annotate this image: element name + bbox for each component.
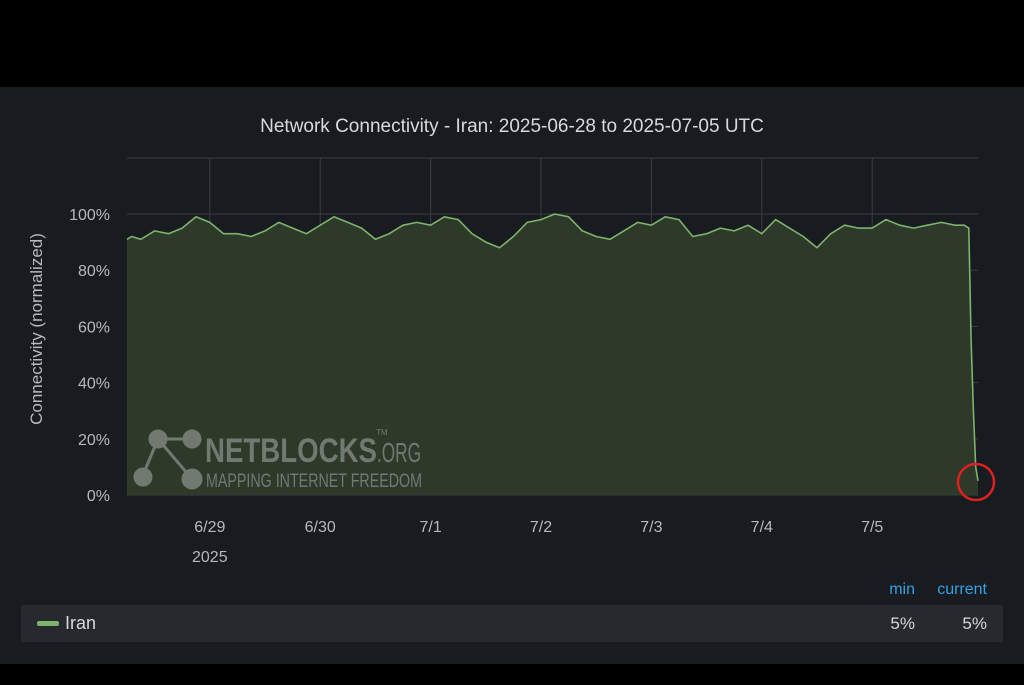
watermark-brand: NETBLOCKS <box>205 432 377 470</box>
x-year-label: 2025 <box>192 549 228 566</box>
highlight-circle <box>956 462 996 502</box>
y-axis-label: Connectivity (normalized) <box>27 233 46 425</box>
axis-layer: 0% 20% 40% 60% 80% 100% 6/29 6/30 7/1 7/2 7/3 7/4 7/… <box>69 207 883 566</box>
chart-title: Network Connectivity - Iran: 2025-06-28 … <box>260 116 764 137</box>
netblocks-watermark: NETBLOCKS .ORG TM MAPPING INTERNET FREED… <box>133 428 422 492</box>
y-tick-label: 40% <box>78 376 110 393</box>
y-tick-label: 20% <box>78 432 110 449</box>
legend-current-header[interactable]: current <box>937 581 987 598</box>
y-tick-label: 80% <box>78 263 110 280</box>
legend-min-value: 5% <box>890 614 915 633</box>
watermark-tagline: MAPPING INTERNET FREEDOM <box>206 471 422 492</box>
y-tick-label: 0% <box>87 488 110 505</box>
x-tick-label: 7/3 <box>640 519 662 536</box>
y-tick-label: 60% <box>78 319 110 336</box>
legend-row[interactable]: Iran 5% 5% <box>21 605 1003 642</box>
legend-min-header[interactable]: min <box>889 581 915 598</box>
area-layer <box>126 213 979 495</box>
series-area-iran <box>127 214 978 495</box>
x-tick-label: 7/2 <box>530 519 552 536</box>
series-line-iran[interactable] <box>126 213 979 482</box>
legend-current-value: 5% <box>962 614 987 633</box>
x-tick-label: 7/5 <box>861 519 883 536</box>
watermark-tm: TM <box>376 428 388 437</box>
legend-series-name: Iran <box>65 613 97 633</box>
chart-panel: Network Connectivity - Iran: 2025-06-28 … <box>0 87 1024 664</box>
y-tick-label: 100% <box>69 207 110 224</box>
x-tick-label: 6/30 <box>305 519 336 536</box>
x-tick-label: 7/1 <box>419 519 441 536</box>
chart-svg: Network Connectivity - Iran: 2025-06-28 … <box>27 116 996 566</box>
watermark-domain: .ORG <box>377 437 421 468</box>
x-tick-label: 7/4 <box>751 519 773 536</box>
netblocks-logo-icon <box>133 429 203 490</box>
legend-swatch <box>37 621 59 626</box>
x-tick-label: 6/29 <box>194 519 225 536</box>
